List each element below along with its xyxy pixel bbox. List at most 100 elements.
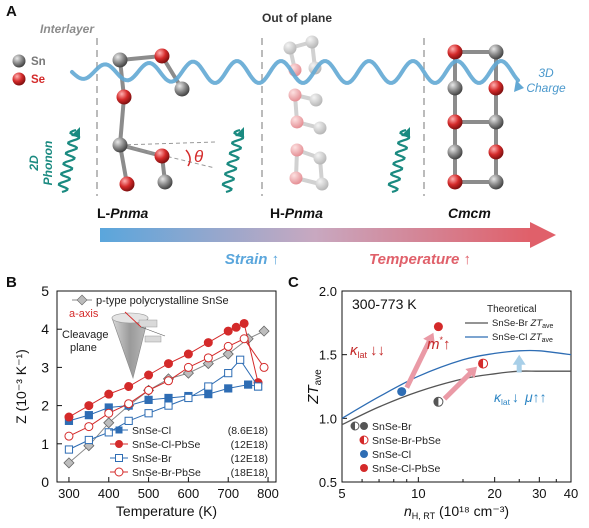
data-point [236,355,245,364]
data-point [258,325,270,337]
temperature-label: Temperature ↑ [369,251,471,268]
phonon-squiggle [387,128,411,194]
legend-c-item: SnSe-Br-PbSe [359,435,441,447]
svg-text:SnSe-Br-PbSe: SnSe-Br-PbSe [132,467,201,479]
y-tick-label: 5 [41,283,49,299]
strain-label: Strain ↑ [225,251,279,268]
legend-polycrystalline-label: p-type polycrystalline SnSe [96,295,229,307]
data-point [222,348,234,360]
data-point-half [433,397,439,407]
data-point [223,341,233,351]
phonon-label-line2: Phonon [41,141,55,186]
trend-arrow [442,366,478,401]
panel-b-plot: 300 400 500 600 700 800 0 1 2 3 4 5 Temperature (K) Z… [13,283,279,519]
panel-c: C 5 10 20 30 40 0.5 1.0 1.5 2.0 nH, RT (10¹⁸ cm⁻³… [288,274,578,521]
svg-text:SnSe-Br: SnSe-Br [372,421,412,433]
data-point [184,393,193,403]
x-tick-label: 700 [217,486,239,501]
data-point [164,393,173,403]
data-point-half [478,359,484,369]
data-point [397,387,407,397]
y-tick-label: 4 [41,321,49,337]
data-point [144,385,154,395]
phase-l-pnma: L-Pnma [97,205,149,221]
legend-c-item: SnSe-Cl [360,449,411,461]
data-point [183,349,193,359]
data-point [64,445,74,454]
data-point [84,401,94,411]
data-point [223,326,233,336]
y-axis-label: ZTave [305,369,324,405]
y-tick-label: 0 [41,474,49,490]
charge-label-line2: Charge [526,81,566,95]
charge-label-line1: 3D [538,66,554,80]
x-tick-label: 500 [138,486,160,501]
m-star-annotation: m*↑ [427,335,451,353]
svg-text:(18E18): (18E18) [231,467,268,479]
legend-b-item: SnSe-Br-PbSe (18E18) [110,467,268,479]
theory-curve [341,349,572,419]
data-point [124,416,133,425]
data-point [203,338,213,348]
trend-arrow [512,354,526,373]
phonon-label-line1: 2D [27,155,41,172]
x-tick-label: 10 [411,486,425,501]
x-axis-label: nH, RT (10¹⁸ cm⁻³) [404,503,509,521]
l-pnma-structure: θ [112,48,216,192]
svg-text:(12E18): (12E18) [231,453,268,465]
legend-c-item: SnSe-Br [350,421,412,433]
y-tick-label: 1 [41,436,49,452]
legend-b-item: SnSe-Br (12E18) [110,453,268,465]
svg-text:SnSe-Br-PbSe: SnSe-Br-PbSe [372,435,441,447]
data-point [84,435,93,445]
data-point [231,322,241,332]
data-point [63,457,75,469]
strain-temperature-arrowhead [530,222,556,248]
temp-range-label: 300-773 K [352,296,417,312]
data-point [239,334,249,344]
plot-frame [56,290,277,483]
legend-polycrystalline: p-type polycrystalline SnSe [72,294,229,307]
phase-cmcm: Cmcm [448,205,491,221]
phonon-arrowhead [401,127,410,137]
legend-sn-atom [12,54,26,68]
panel-b: B 300 400 500 600 700 800 0 1 2 3 4 5 Temperature (K… [6,274,279,519]
phonon-squiggle [221,128,245,194]
data-point [64,431,74,441]
svg-text:(8.6E18): (8.6E18) [228,425,268,437]
y-tick-label: 0.5 [319,475,337,490]
svg-text:SnSe-Br: SnSe-Br [132,453,172,465]
charge-wave [70,59,520,85]
legend-sn-label: Sn [31,56,46,68]
interlayer-label: Interlayer [40,22,95,36]
data-point [84,411,93,420]
out-of-plane-label: Out of plane [262,11,332,25]
data-point [433,322,443,332]
legend-b-item: SnSe-Cl (8.6E18) [110,425,268,437]
data-point [144,370,154,380]
data-point [103,417,115,429]
x-tick-label: 400 [98,486,120,501]
kappa-mu-annotation: κlat ↓ μ↑↑ [494,389,547,407]
data-point [144,409,153,418]
theta-label: θ [194,147,204,166]
data-point [104,428,113,437]
data-point [144,395,153,404]
y-tick-label: 1.5 [319,348,337,363]
a-axis-label: a-axis [69,308,99,320]
panel-c-label: C [288,274,299,291]
cleavage-inset [111,311,166,380]
theory-br-label: SnSe-Br ZTave [492,318,554,330]
data-point [64,412,74,422]
x-tick-label: 300 [58,486,80,501]
x-tick-label: 20 [487,486,501,501]
strain-temperature-bar [100,228,530,242]
data-point [244,380,253,389]
data-point [204,390,213,399]
legend-se-label: Se [31,74,45,86]
panel-b-label: B [6,274,17,291]
legend-c: SnSe-Br SnSe-Br-PbSe SnSe-Cl SnSe-Cl-PbS… [350,421,441,475]
legend-se-atom [12,72,26,86]
data-point [224,369,233,378]
x-tick-label: 5 [338,486,345,501]
